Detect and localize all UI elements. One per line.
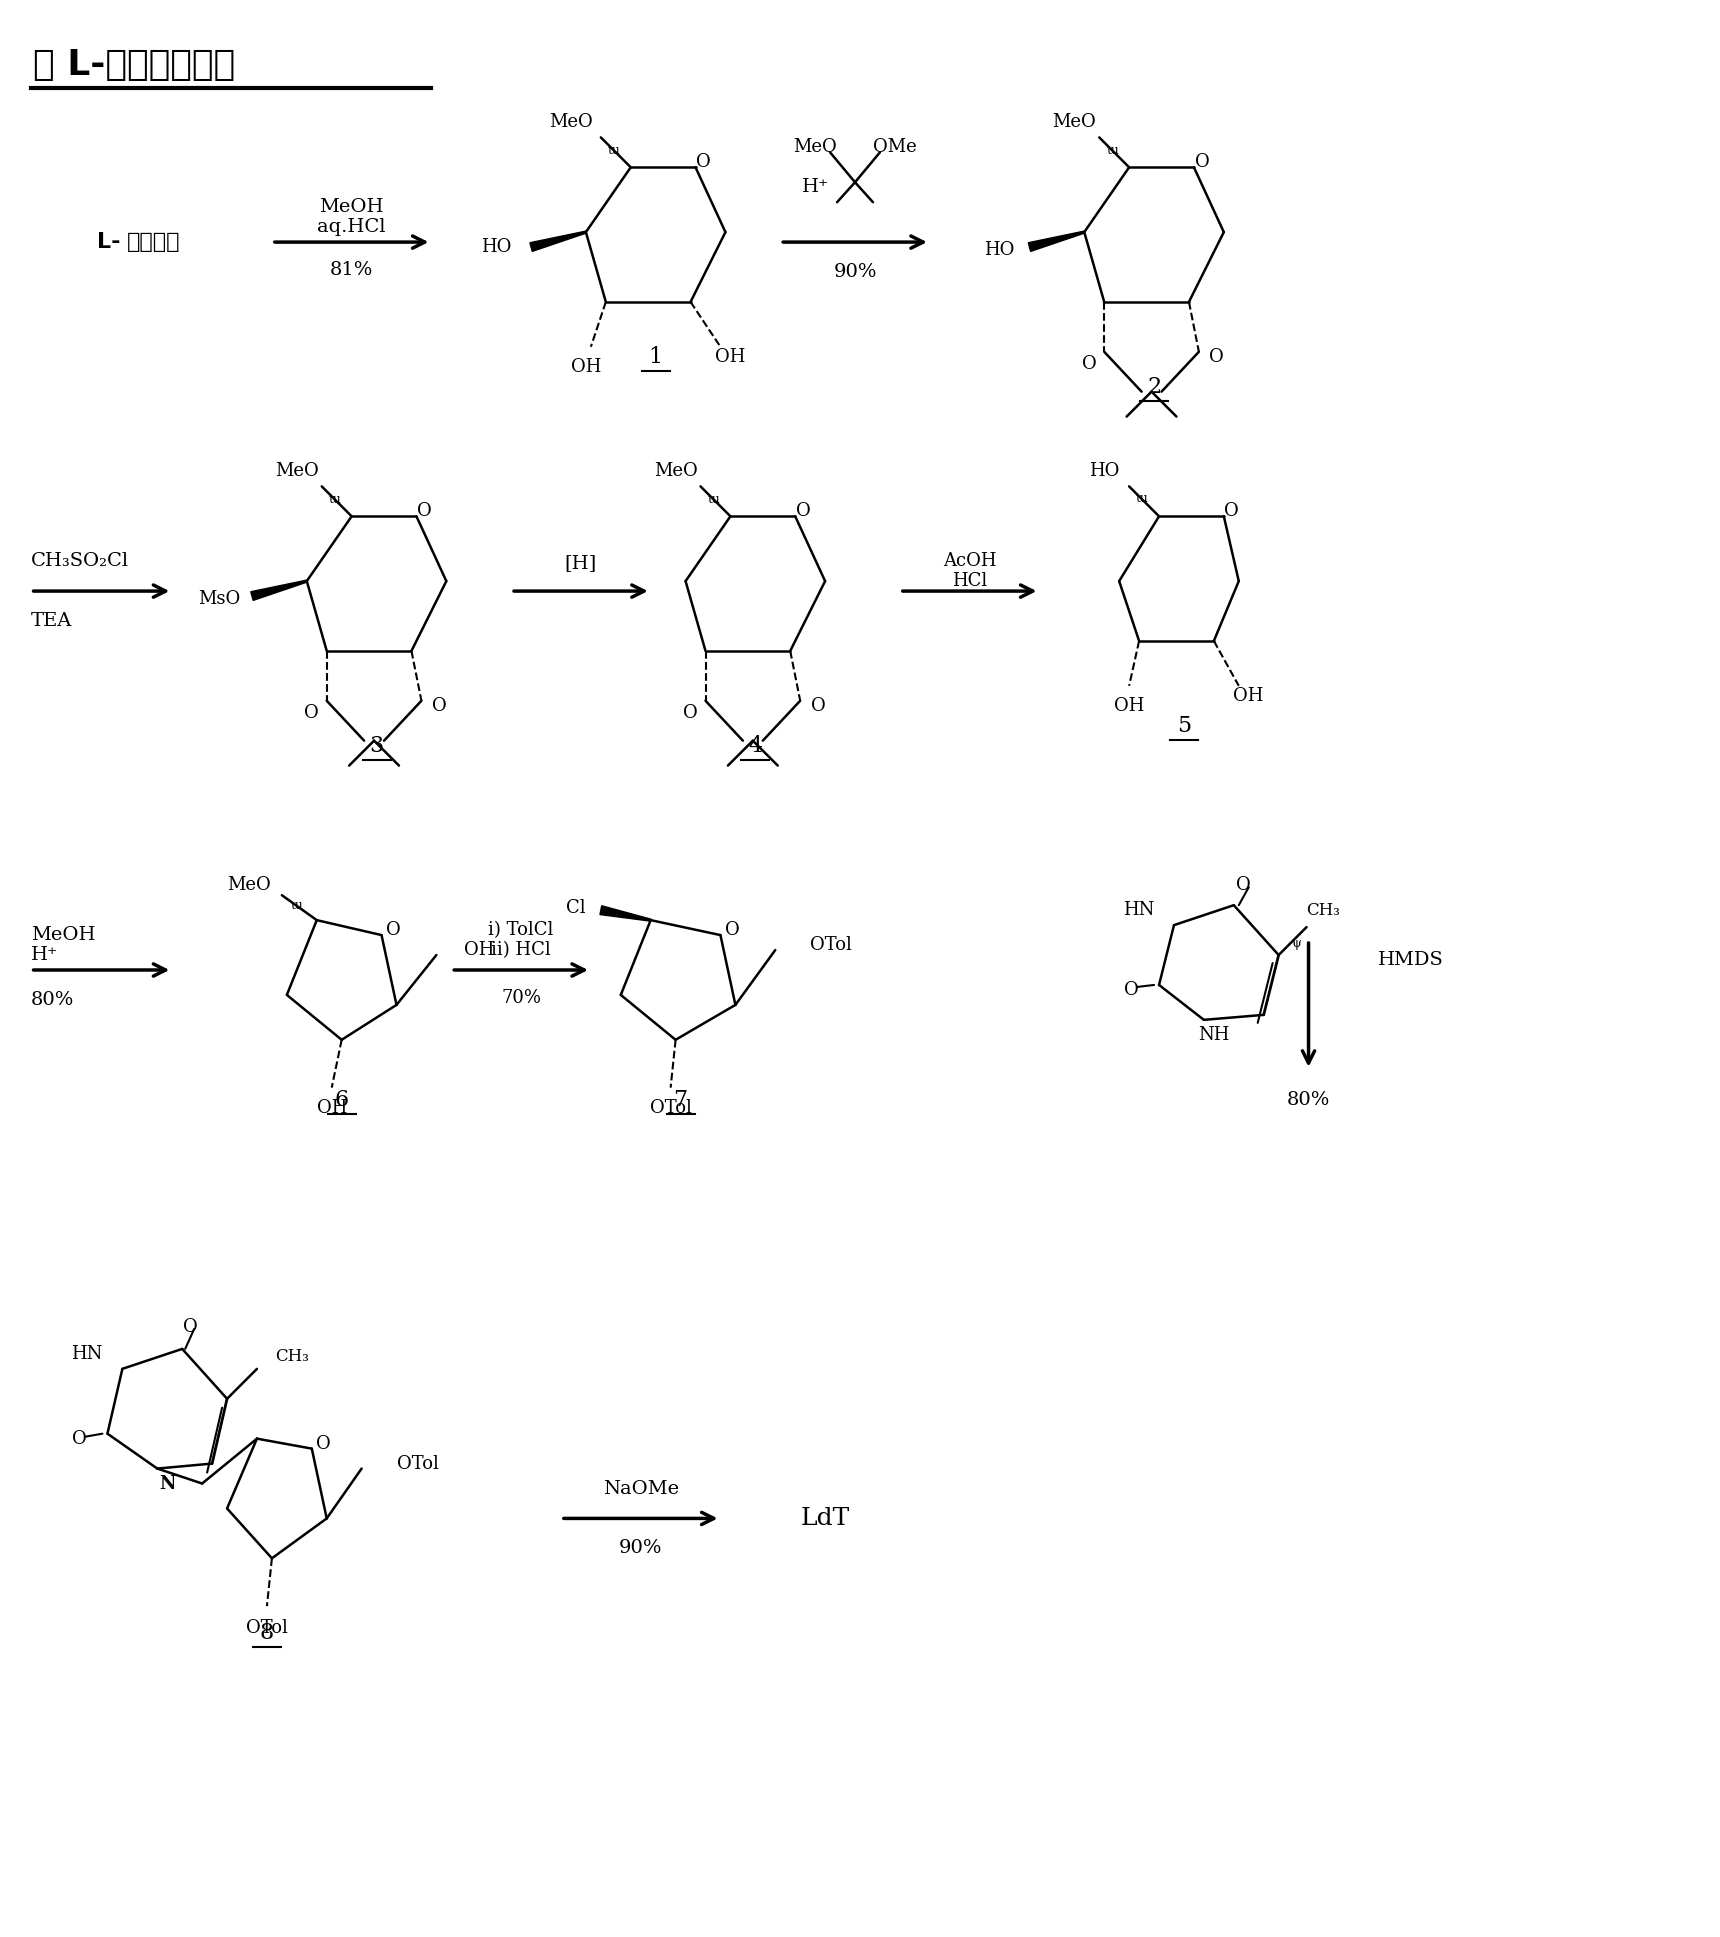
Text: ɯ: ɯ	[1135, 492, 1147, 506]
Text: MeO: MeO	[654, 463, 698, 480]
Text: O: O	[683, 703, 698, 723]
Text: CH₃: CH₃	[275, 1348, 310, 1366]
Text: 80%: 80%	[1287, 1091, 1330, 1108]
Text: OTol: OTol	[397, 1455, 439, 1472]
Text: 1: 1	[648, 347, 662, 368]
Text: aq.HCl: aq.HCl	[318, 219, 385, 236]
Text: O: O	[796, 502, 810, 521]
Text: Cl: Cl	[566, 899, 587, 918]
Text: O: O	[1237, 876, 1250, 895]
Text: AcOH: AcOH	[943, 552, 996, 569]
Text: O: O	[1209, 349, 1225, 366]
Polygon shape	[600, 907, 650, 922]
Text: 2: 2	[1147, 376, 1161, 397]
Text: 70%: 70%	[501, 990, 542, 1007]
Text: MeO: MeO	[793, 138, 838, 157]
Text: O: O	[1225, 502, 1238, 521]
Text: OH: OH	[571, 358, 600, 376]
Text: ψ: ψ	[1292, 938, 1302, 949]
Text: ii) HCl: ii) HCl	[492, 941, 550, 959]
Polygon shape	[1029, 231, 1085, 252]
Text: CH₃: CH₃	[1307, 901, 1340, 918]
Text: O: O	[182, 1317, 198, 1337]
Text: TEA: TEA	[31, 612, 72, 630]
Text: 7: 7	[674, 1089, 688, 1110]
Polygon shape	[530, 231, 587, 252]
Text: ɯ: ɯ	[607, 143, 619, 157]
Text: O: O	[810, 697, 826, 715]
Text: 5: 5	[1176, 715, 1190, 736]
Text: O: O	[1082, 354, 1097, 372]
Text: O: O	[416, 502, 432, 521]
Text: O: O	[697, 153, 710, 170]
Text: LdT: LdT	[800, 1507, 850, 1530]
Text: CH₃SO₂Cl: CH₃SO₂Cl	[31, 552, 129, 569]
Text: NaOMe: NaOMe	[602, 1480, 679, 1497]
Text: O: O	[72, 1430, 88, 1447]
Text: O: O	[1194, 153, 1209, 170]
Text: OH: OH	[1115, 697, 1144, 715]
Text: 4: 4	[748, 734, 762, 757]
Text: N: N	[158, 1474, 175, 1493]
Text: OH: OH	[464, 941, 495, 959]
Text: NH: NH	[1199, 1027, 1230, 1044]
Polygon shape	[251, 581, 308, 600]
Text: O: O	[726, 922, 740, 939]
Text: HN: HN	[71, 1344, 103, 1364]
Text: OH: OH	[1233, 688, 1264, 705]
Text: MeOH: MeOH	[320, 198, 384, 217]
Text: HO: HO	[1089, 463, 1120, 480]
Text: HO: HO	[482, 238, 511, 256]
Text: MeOH: MeOH	[31, 926, 95, 943]
Text: O: O	[1123, 980, 1139, 999]
Text: O: O	[385, 922, 401, 939]
Text: OTol: OTol	[810, 936, 851, 955]
Text: 81%: 81%	[330, 261, 373, 279]
Text: MeO: MeO	[227, 876, 270, 895]
Text: ɯ: ɯ	[329, 492, 341, 506]
Text: 从 L-阿拉伯糖开始: 从 L-阿拉伯糖开始	[33, 48, 236, 81]
Text: HN: HN	[1123, 901, 1154, 920]
Text: OMe: OMe	[874, 138, 917, 157]
Text: 阿拉伯糖: 阿拉伯糖	[127, 232, 181, 252]
Text: [H]: [H]	[564, 554, 597, 571]
Text: MeO: MeO	[275, 463, 318, 480]
Text: 3: 3	[370, 734, 384, 757]
Text: OH: OH	[316, 1098, 347, 1116]
Text: 90%: 90%	[619, 1540, 662, 1557]
Text: HO: HO	[984, 240, 1015, 260]
Text: ɯ: ɯ	[707, 492, 719, 506]
Text: 8: 8	[260, 1621, 273, 1645]
Text: ɯ: ɯ	[291, 899, 303, 912]
Text: MeO: MeO	[549, 114, 593, 132]
Text: 80%: 80%	[31, 992, 74, 1009]
Text: 90%: 90%	[832, 263, 877, 281]
Text: MsO: MsO	[198, 591, 241, 608]
Text: O: O	[316, 1435, 332, 1453]
Text: ɯ: ɯ	[1106, 143, 1118, 157]
Text: OTol: OTol	[650, 1098, 691, 1116]
Text: OTol: OTol	[246, 1619, 287, 1637]
Text: MeO: MeO	[1053, 114, 1096, 132]
Text: HMDS: HMDS	[1378, 951, 1445, 968]
Text: OH: OH	[716, 349, 745, 366]
Text: O: O	[432, 697, 447, 715]
Text: i) TolCl: i) TolCl	[488, 922, 554, 939]
Text: O: O	[304, 703, 320, 723]
Text: L-: L-	[98, 232, 120, 252]
Text: HCl: HCl	[951, 571, 987, 591]
Text: H⁺: H⁺	[802, 178, 829, 196]
Text: H⁺: H⁺	[31, 945, 58, 965]
Text: 6: 6	[335, 1089, 349, 1110]
